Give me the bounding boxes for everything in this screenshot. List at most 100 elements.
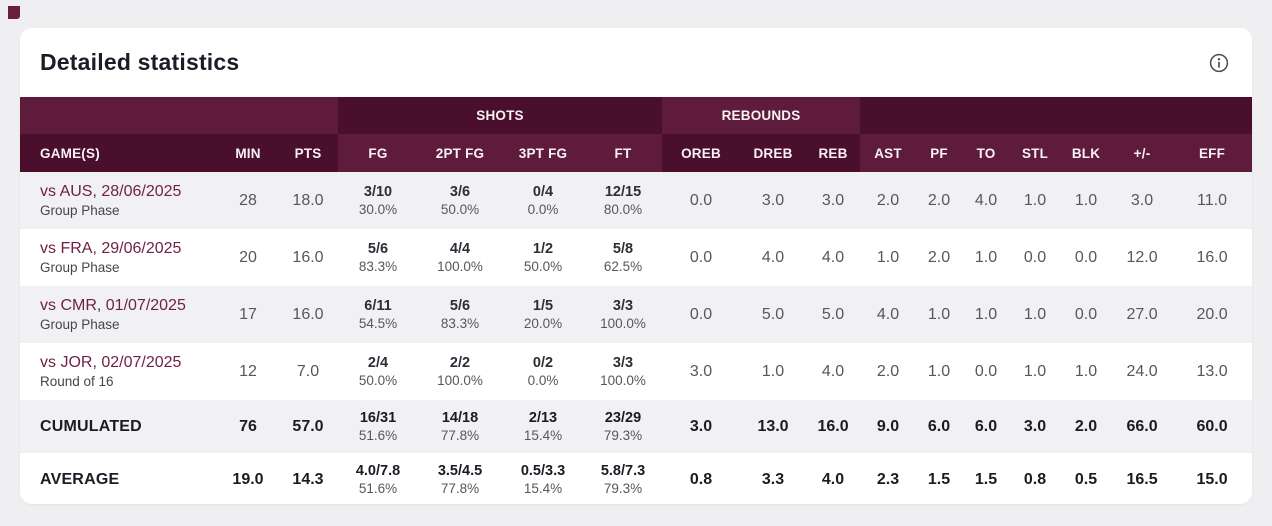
shot-made: 1/5: [532, 297, 554, 314]
game-cell: vs FRA, 29/06/2025 Group Phase: [20, 229, 218, 286]
dreb-cell: 5.0: [761, 305, 785, 323]
blk-cell: 0.0: [1074, 248, 1098, 266]
col-header-to: TO: [962, 134, 1011, 172]
pf-cell: 2.0: [927, 191, 951, 209]
summary-label: AVERAGE: [40, 470, 120, 488]
table-row: vs CMR, 01/07/2025 Group Phase 17 16.0 6…: [20, 286, 1252, 343]
col-header-fg: FG: [338, 134, 418, 172]
3ptfg-cell: 2/13 15.4%: [502, 400, 584, 453]
game-link[interactable]: vs AUS, 28/06/2025: [40, 182, 182, 200]
pf-cell: 6.0: [927, 417, 951, 435]
fg-cell: 16/31 51.6%: [338, 400, 418, 453]
col-header-pf: PF: [916, 134, 963, 172]
shot-made: 6/11: [364, 297, 392, 314]
shot-pct: 51.6%: [358, 427, 398, 443]
shot-pct: 100.0%: [600, 372, 646, 388]
shot-pct: 100.0%: [600, 315, 646, 331]
min-cell: 28: [239, 191, 257, 209]
ast-cell: 4.0: [876, 305, 900, 323]
shot-pct: 100.0%: [437, 258, 483, 274]
table-row: vs JOR, 02/07/2025 Round of 16 12 7.0 2/…: [20, 343, 1252, 400]
blk-cell: 0.0: [1074, 305, 1098, 323]
oreb-cell: 3.0: [689, 362, 713, 380]
game-link[interactable]: vs CMR, 01/07/2025: [40, 296, 186, 314]
reb-cell: 4.0: [821, 470, 845, 488]
game-link[interactable]: vs FRA, 29/06/2025: [40, 239, 182, 257]
game-phase-label: Group Phase: [40, 203, 120, 218]
stl-cell: 1.0: [1023, 305, 1047, 323]
dreb-cell: 3.3: [761, 470, 785, 488]
col-header-ft: FT: [584, 134, 663, 172]
info-icon-glyph: [1209, 53, 1229, 72]
decorative-corner-fragment: [8, 6, 20, 19]
table-row: vs AUS, 28/06/2025 Group Phase 28 18.0 3…: [20, 172, 1252, 229]
shot-pct: 54.5%: [358, 315, 398, 331]
shot-made: 2/13: [528, 409, 558, 426]
ft-cell: 5/8 62.5%: [584, 229, 662, 286]
ast-cell: 2.3: [876, 470, 900, 488]
to-cell: 1.5: [974, 470, 998, 488]
average-row: AVERAGE 19.0 14.3 4.0/7.8 51.6% 3.5/4.5 …: [20, 453, 1252, 504]
2ptfg-cell: 3.5/4.5 77.8%: [418, 453, 502, 504]
min-cell: 20: [239, 248, 257, 266]
min-cell: 76: [239, 417, 257, 435]
col-header-ast: AST: [860, 134, 917, 172]
shot-pct: 0.0%: [527, 201, 559, 217]
shot-made: 3/3: [612, 354, 634, 371]
reb-cell: 4.0: [821, 248, 845, 266]
ast-cell: 2.0: [876, 362, 900, 380]
ast-cell: 9.0: [876, 417, 900, 435]
col-header-blk: BLK: [1060, 134, 1113, 172]
pts-cell: 16.0: [292, 248, 324, 266]
min-cell: 17: [239, 305, 257, 323]
reb-cell: 4.0: [821, 362, 845, 380]
3ptfg-cell: 1/2 50.0%: [502, 229, 584, 286]
blk-cell: 1.0: [1074, 191, 1098, 209]
to-cell: 4.0: [974, 191, 998, 209]
eff-cell: 13.0: [1196, 362, 1228, 380]
to-cell: 1.0: [974, 305, 998, 323]
blk-cell: 0.5: [1074, 470, 1098, 488]
shot-made: 4.0/7.8: [355, 462, 401, 479]
3ptfg-cell: 0/2 0.0%: [502, 343, 584, 400]
group-header-shots: SHOTS: [338, 97, 663, 134]
shot-made: 5/6: [367, 240, 389, 257]
oreb-cell: 3.0: [689, 417, 713, 435]
info-icon[interactable]: [1208, 52, 1230, 74]
stl-cell: 0.0: [1023, 248, 1047, 266]
to-cell: 0.0: [974, 362, 998, 380]
shot-pct: 20.0%: [523, 315, 563, 331]
shot-made: 5/6: [449, 297, 471, 314]
2ptfg-cell: 14/18 77.8%: [418, 400, 502, 453]
ft-cell: 5.8/7.3 79.3%: [584, 453, 662, 504]
eff-cell: 11.0: [1197, 191, 1227, 209]
game-phase-label: Group Phase: [40, 317, 120, 332]
shot-pct: 30.0%: [358, 201, 398, 217]
col-header-reb: REB: [806, 134, 861, 172]
shot-made: 2/2: [449, 354, 471, 371]
shot-made: 0/4: [532, 183, 554, 200]
blk-cell: 1.0: [1074, 362, 1098, 380]
detailed-statistics-card: Detailed statistics SHOTS REBOUNDS: [20, 28, 1252, 504]
ast-cell: 2.0: [876, 191, 900, 209]
stl-cell: 1.0: [1023, 362, 1047, 380]
game-link[interactable]: vs JOR, 02/07/2025: [40, 353, 182, 371]
detailed-statistics-table: SHOTS REBOUNDS GAME(S) MIN PTS FG 2PT FG…: [20, 97, 1252, 504]
group-header-row: SHOTS REBOUNDS: [20, 97, 1252, 134]
min-cell: 12: [239, 362, 257, 380]
shot-made: 5/8: [612, 240, 634, 257]
oreb-cell: 0.0: [689, 305, 713, 323]
dreb-cell: 4.0: [761, 248, 785, 266]
shot-pct: 50.0%: [440, 201, 480, 217]
fg-cell: 3/10 30.0%: [338, 172, 418, 229]
shot-pct: 77.8%: [440, 480, 480, 496]
reb-cell: 3.0: [821, 191, 845, 209]
3ptfg-cell: 1/5 20.0%: [502, 286, 584, 343]
fg-cell: 6/11 54.5%: [338, 286, 418, 343]
col-header-pts: PTS: [278, 134, 338, 172]
3ptfg-cell: 0.5/3.3 15.4%: [502, 453, 584, 504]
oreb-cell: 0.0: [689, 191, 713, 209]
group-header-empty-right: [860, 97, 1252, 134]
col-header-stl: STL: [1010, 134, 1061, 172]
shot-made: 14/18: [441, 409, 479, 426]
